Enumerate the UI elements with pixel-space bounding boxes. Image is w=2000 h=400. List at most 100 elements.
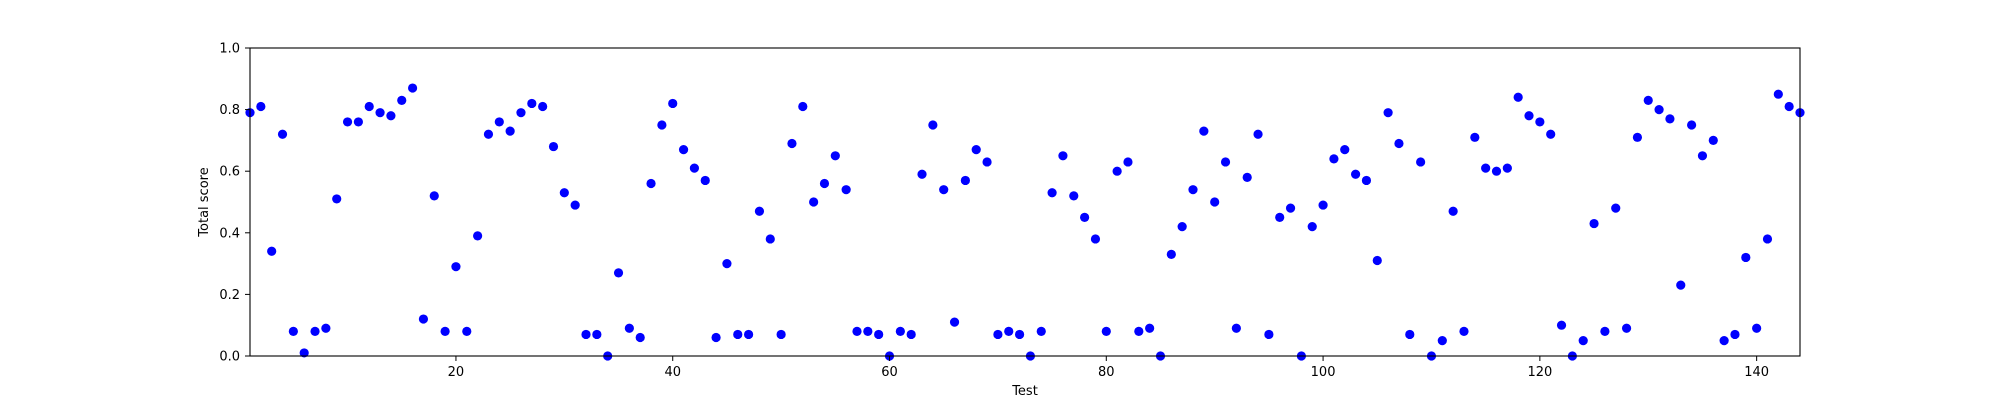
y-tick-label: 0.2: [219, 288, 240, 303]
data-point: [256, 101, 266, 112]
data-point: [722, 259, 732, 269]
data-point: [787, 138, 797, 149]
x-tick-label: 140: [1744, 365, 1769, 380]
data-point: [1470, 132, 1480, 142]
data-point: [462, 326, 472, 336]
data-point: [1188, 185, 1198, 195]
data-point: [1199, 126, 1209, 136]
data-point: [516, 108, 526, 118]
data-point: [1350, 169, 1361, 179]
x-tick-label: 100: [1311, 365, 1336, 380]
y-tick-label: 0.0: [219, 350, 240, 365]
data-point: [635, 332, 645, 343]
data-point: [1578, 336, 1588, 346]
data-point: [830, 151, 840, 161]
data-point: [1730, 329, 1740, 340]
data-point: [1762, 234, 1773, 244]
x-tick-label: 20: [448, 365, 465, 380]
data-point: [1372, 255, 1382, 266]
data-point: [375, 108, 385, 118]
data-point: [733, 329, 743, 340]
data-point: [895, 326, 905, 336]
data-point: [1524, 111, 1534, 121]
data-point: [1307, 222, 1317, 232]
data-point: [949, 317, 960, 327]
data-point: [1275, 212, 1285, 222]
data-point: [1741, 252, 1751, 263]
data-point: [1394, 138, 1404, 149]
data-point: [1676, 280, 1686, 290]
data-point: [1210, 197, 1220, 207]
data-point: [364, 101, 374, 112]
data-point: [982, 157, 992, 167]
data-point: [1719, 336, 1729, 346]
data-point: [765, 234, 775, 244]
data-point: [418, 314, 429, 324]
data-point: [744, 329, 754, 340]
data-point: [494, 117, 504, 127]
data-point: [473, 231, 483, 241]
data-point: [798, 101, 808, 112]
data-point: [1784, 101, 1794, 112]
data-point: [1058, 151, 1068, 161]
data-point: [1546, 129, 1556, 139]
data-point: [451, 262, 461, 272]
data-point: [1014, 329, 1025, 340]
x-tick-label: 40: [664, 365, 681, 380]
x-axis-label: Test: [1011, 384, 1038, 399]
data-point: [678, 145, 689, 155]
data-point: [700, 175, 710, 186]
data-point: [1340, 145, 1350, 155]
data-point: [267, 246, 277, 256]
data-point: [386, 111, 396, 121]
data-point: [429, 191, 439, 201]
x-axis: 20 40 60 80 100 120 140: [448, 356, 1769, 380]
data-point: [1621, 323, 1632, 333]
data-point: [960, 175, 970, 186]
data-point: [1600, 326, 1610, 336]
y-axis-label: Total score: [197, 167, 212, 237]
data-point: [852, 326, 862, 336]
data-point: [1177, 222, 1187, 232]
y-tick-label: 1.0: [219, 42, 240, 57]
data-point: [1069, 191, 1079, 201]
data-point: [1611, 203, 1621, 213]
data-point: [1264, 329, 1274, 340]
data-point: [939, 185, 949, 195]
data-point: [711, 332, 721, 343]
data-point: [527, 98, 537, 109]
data-point: [841, 185, 851, 195]
data-point: [353, 117, 363, 127]
data-point: [1437, 336, 1447, 346]
data-point: [1708, 135, 1718, 145]
data-point: [1080, 212, 1090, 222]
data-point: [1643, 95, 1653, 105]
data-point: [299, 348, 309, 358]
data-point: [689, 163, 700, 173]
data-point: [657, 120, 667, 130]
data-point: [1231, 323, 1241, 333]
data-point: [1491, 166, 1502, 176]
y-tick-label: 0.4: [219, 226, 240, 241]
data-point: [332, 194, 342, 204]
plot-frame: [249, 47, 1801, 357]
data-point: [1752, 323, 1762, 333]
data-point: [342, 117, 353, 127]
data-point: [559, 188, 569, 198]
data-point: [407, 83, 418, 93]
data-point: [1047, 188, 1057, 198]
data-point: [1589, 218, 1599, 229]
data-point: [863, 326, 873, 336]
data-point: [776, 329, 786, 340]
data-point: [1416, 157, 1426, 167]
data-point: [906, 329, 916, 340]
data-point: [1101, 326, 1111, 336]
data-point: [1112, 166, 1122, 176]
data-point: [1220, 157, 1231, 167]
data-point: [1405, 329, 1415, 340]
data-point: [397, 95, 407, 105]
data-point: [1513, 92, 1523, 102]
data-point: [1285, 203, 1296, 213]
data-point: [1502, 163, 1512, 173]
